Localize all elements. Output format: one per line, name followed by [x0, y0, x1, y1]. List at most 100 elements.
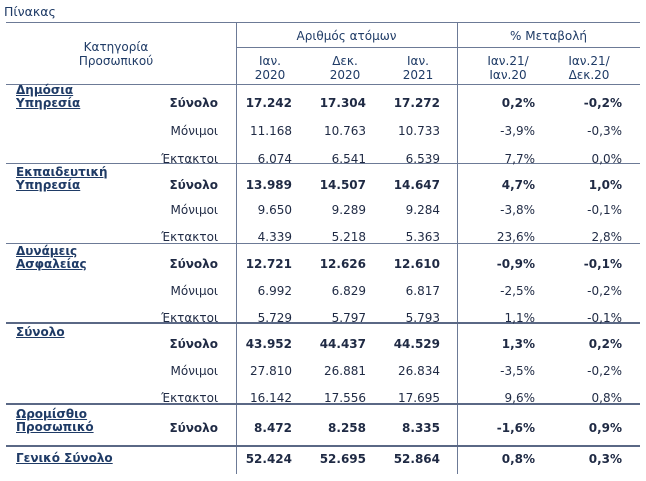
change-mom: -0,2% [587, 364, 622, 378]
row-label: Έκτακτοι [161, 152, 218, 166]
row-separator [6, 243, 640, 244]
change-yoy: 7,7% [504, 152, 536, 166]
value-jan2020: 9.650 [257, 203, 292, 217]
row-label: Σύνολο [169, 421, 218, 435]
value-dec2020: 8.258 [328, 421, 366, 435]
grand-total-label: Γενικό Σύνολο [16, 451, 113, 465]
change-yoy: -3,9% [500, 124, 535, 138]
row-label: Έκτακτοι [161, 230, 218, 244]
row-label: Έκτακτοι [161, 391, 218, 405]
value-jan2021: 44.529 [393, 337, 440, 351]
row-label: Σύνολο [169, 257, 218, 271]
value-jan2020: 12.721 [245, 257, 292, 271]
change-mom: -0,1% [587, 311, 622, 325]
row-label: Μόνιμοι [170, 284, 219, 298]
change-yoy: -1,6% [496, 421, 535, 435]
value-dec2020: 26.881 [324, 364, 366, 378]
row-label: Έκτακτοι [161, 311, 218, 325]
value-jan2020: 13.989 [245, 178, 292, 192]
value-jan2021: 9.284 [405, 203, 440, 217]
change-yoy: -3,5% [500, 364, 535, 378]
value-dec2020: 6.541 [331, 152, 366, 166]
column-divider [457, 22, 458, 474]
table-caption: Πίνακας [4, 4, 56, 19]
change-mom: 0,0% [591, 152, 623, 166]
change-yoy: 4,7% [501, 178, 535, 192]
header-bottom-border [6, 84, 640, 85]
change-mom: -0,2% [583, 96, 622, 110]
value-jan2021: 6.539 [405, 152, 440, 166]
value-jan2020: 52.424 [245, 452, 292, 466]
change-mom: -0,2% [587, 284, 622, 298]
value-dec2020: 10.763 [324, 124, 366, 138]
change-mom: 0,3% [588, 452, 622, 466]
value-jan2021: 5.363 [405, 230, 440, 244]
change-yoy: 23,6% [496, 230, 535, 244]
change-yoy: -2,5% [500, 284, 535, 298]
header-group-change: % Μεταβολή [510, 29, 587, 43]
value-dec2020: 5.218 [331, 230, 366, 244]
category-label: Δυνάμεις Ασφαλείας [16, 244, 87, 271]
change-mom: -0,1% [583, 257, 622, 271]
header-col-jan2021: Ιαν. 2021 [402, 54, 434, 82]
value-jan2021: 5.793 [405, 311, 440, 325]
value-jan2020: 27.810 [250, 364, 292, 378]
row-label: Μόνιμοι [170, 203, 219, 217]
row-separator [6, 445, 640, 447]
value-jan2021: 12.610 [393, 257, 440, 271]
value-dec2020: 12.626 [319, 257, 366, 271]
row-separator [6, 322, 640, 324]
value-jan2020: 16.142 [250, 391, 292, 405]
value-jan2021: 6.817 [405, 284, 440, 298]
value-jan2021: 8.335 [402, 421, 440, 435]
value-dec2020: 44.437 [319, 337, 366, 351]
value-jan2021: 14.647 [393, 178, 440, 192]
header-col-dec2020: Δεκ. 2020 [329, 54, 361, 82]
value-jan2020: 11.168 [250, 124, 292, 138]
value-jan2020: 4.339 [257, 230, 292, 244]
value-jan2021: 17.272 [393, 96, 440, 110]
row-label: Σύνολο [169, 337, 218, 351]
value-jan2021: 26.834 [398, 364, 440, 378]
change-yoy: 9,6% [504, 391, 536, 405]
row-label: Σύνολο [169, 178, 218, 192]
value-jan2020: 43.952 [245, 337, 292, 351]
header-top-border [6, 22, 640, 23]
value-jan2021: 17.695 [398, 391, 440, 405]
header-group-border [236, 47, 640, 48]
value-jan2020: 5.729 [257, 311, 292, 325]
value-jan2021: 10.733 [398, 124, 440, 138]
header-col-jan2020: Ιαν. 2020 [254, 54, 286, 82]
change-mom: -0,1% [587, 203, 622, 217]
change-mom: 0,8% [591, 391, 623, 405]
change-mom: 2,8% [591, 230, 623, 244]
value-dec2020: 52.695 [319, 452, 366, 466]
value-jan2020: 8.472 [254, 421, 292, 435]
change-mom: 1,0% [588, 178, 622, 192]
category-label: Δημόσια Υπηρεσία [16, 83, 81, 110]
change-yoy: 1,1% [504, 311, 536, 325]
value-dec2020: 17.556 [324, 391, 366, 405]
value-dec2020: 6.829 [331, 284, 366, 298]
row-separator [6, 163, 640, 164]
column-divider [236, 22, 237, 474]
change-yoy: -3,8% [500, 203, 535, 217]
header-col-change-yoy: Ιαν.21/ Ιαν.20 [487, 54, 529, 82]
value-jan2020: 6.992 [257, 284, 292, 298]
value-dec2020: 5.797 [331, 311, 366, 325]
category-label: Σύνολο [16, 325, 65, 339]
row-label: Μόνιμοι [170, 124, 219, 138]
value-jan2020: 17.242 [245, 96, 292, 110]
change-mom: 0,2% [588, 337, 622, 351]
value-dec2020: 9.289 [331, 203, 366, 217]
change-yoy: 1,3% [501, 337, 535, 351]
category-label: Ωρομίσθιο Προσωπικό [16, 407, 94, 434]
change-yoy: 0,2% [501, 96, 535, 110]
value-dec2020: 14.507 [319, 178, 366, 192]
change-mom: 0,9% [588, 421, 622, 435]
category-label: Εκπαιδευτική Υπηρεσία [16, 165, 108, 192]
value-dec2020: 17.304 [319, 96, 366, 110]
change-mom: -0,3% [587, 124, 622, 138]
value-jan2020: 6.074 [257, 152, 292, 166]
row-label: Σύνολο [169, 96, 218, 110]
